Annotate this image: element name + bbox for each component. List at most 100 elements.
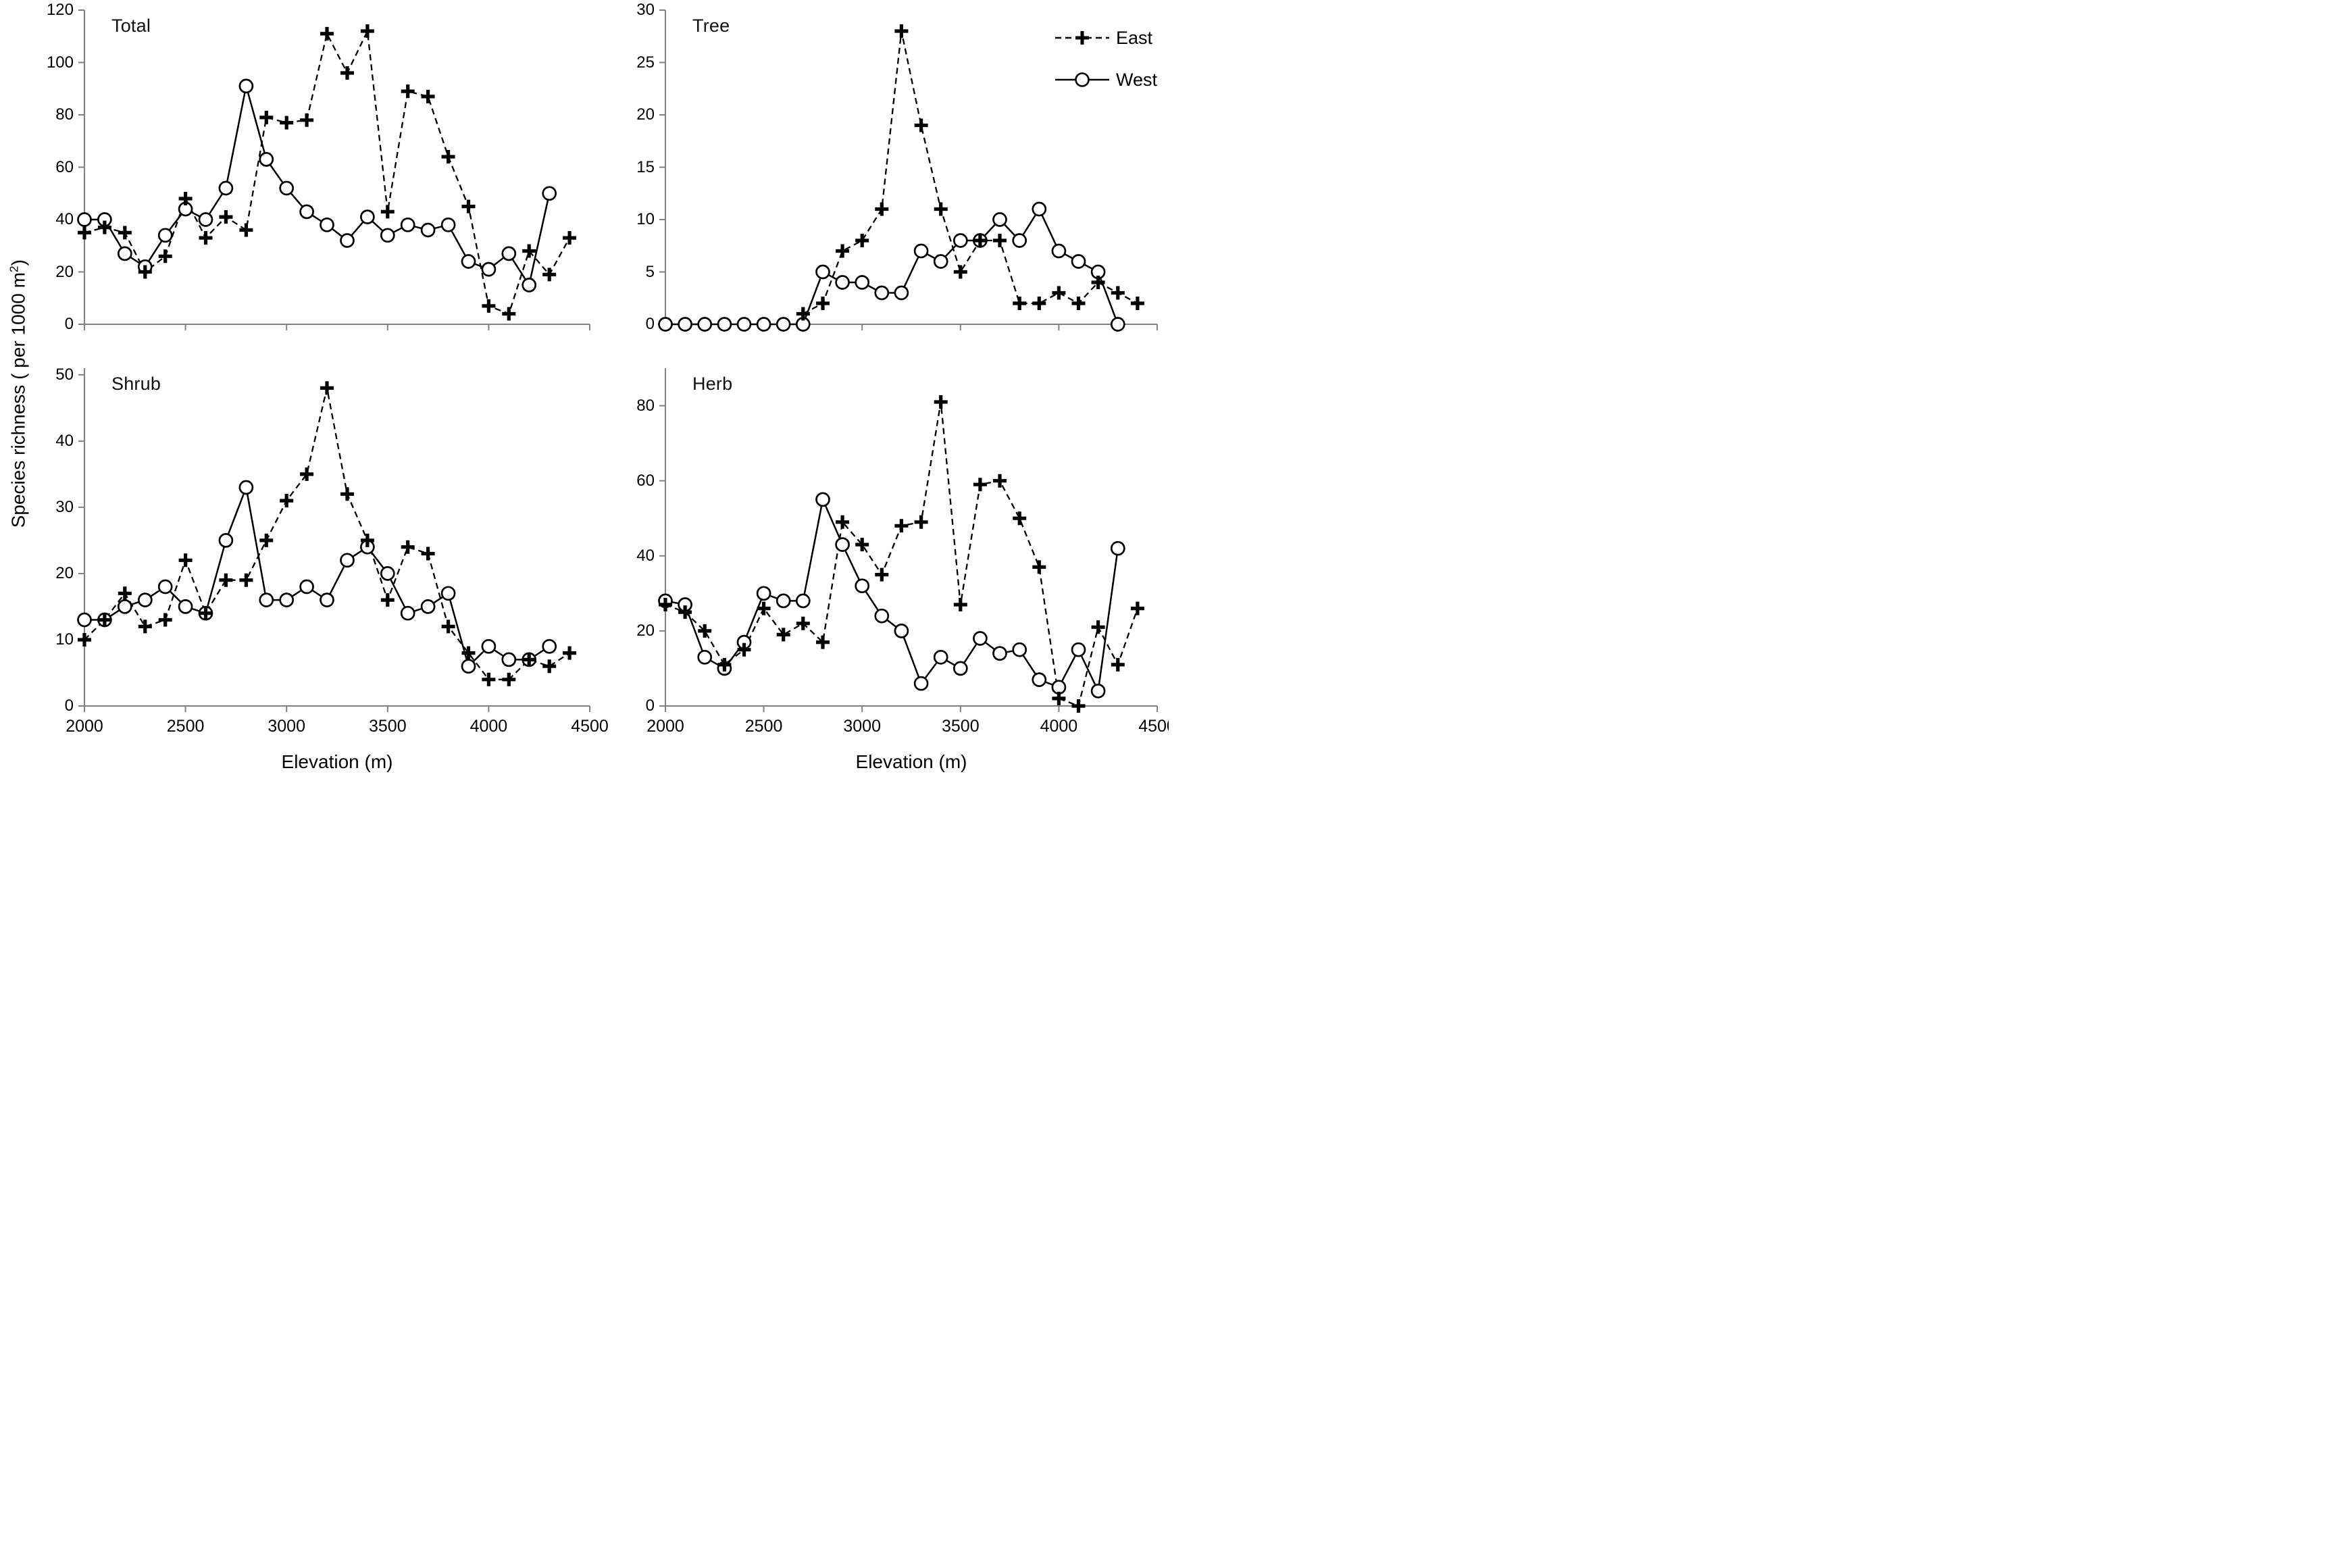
circle-marker-icon	[894, 624, 909, 638]
y-tick-label: 40	[55, 210, 74, 228]
circle-marker-icon	[992, 646, 1007, 661]
x-tick-label: 3000	[268, 717, 305, 736]
x-tick-label: 2500	[744, 717, 783, 736]
legend-east-line-sample	[1055, 31, 1109, 45]
circle-marker-icon	[697, 649, 713, 665]
y-tick-label: 80	[55, 105, 74, 124]
circle-marker-icon	[658, 317, 673, 332]
circle-marker-icon	[198, 212, 213, 227]
y-tick-label: 15	[636, 157, 655, 176]
x-tick-label: 4000	[469, 717, 508, 736]
circle-marker-icon	[874, 285, 890, 301]
legend-west-line-sample	[1055, 72, 1109, 87]
circle-marker-icon	[279, 592, 295, 607]
circle-marker-icon	[1012, 233, 1027, 248]
circle-marker-icon	[380, 566, 395, 581]
plot-area-shrub	[77, 368, 590, 712]
y-tick-label: 40	[55, 431, 74, 450]
circle-marker-icon	[953, 233, 968, 248]
circle-marker-icon	[736, 317, 752, 332]
circle-marker-icon	[855, 275, 870, 290]
y-tick-label: 120	[46, 1, 74, 19]
circle-marker-icon	[835, 275, 850, 290]
plus-marker-icon	[78, 381, 577, 686]
series-line-east	[665, 401, 1138, 707]
panel-total: Total 0 20 40 60 80 100 120	[47, 1, 590, 333]
circle-marker-icon	[894, 285, 909, 301]
legend-label-west: West	[1115, 69, 1157, 90]
circle-marker-icon	[756, 586, 771, 601]
y-tick-label: 30	[55, 497, 74, 516]
circle-marker-icon	[299, 204, 314, 220]
panel-title-herb: Herb	[692, 374, 733, 394]
circle-marker-icon	[320, 217, 334, 232]
circle-marker-icon	[1051, 680, 1067, 695]
circle-marker-icon	[178, 599, 193, 614]
circle-marker-icon	[542, 186, 557, 201]
y-tick-label: 25	[636, 53, 655, 72]
circle-marker-icon	[1032, 672, 1047, 687]
y-tick-label: 20	[55, 563, 74, 582]
circle-marker-icon	[678, 317, 692, 332]
circle-marker-icon	[420, 222, 436, 238]
circle-marker-icon	[522, 278, 537, 293]
series-line-west	[665, 497, 1119, 694]
y-tick-label: 30	[636, 1, 655, 19]
x-tick-label: 4500	[571, 717, 609, 736]
circle-marker-icon	[815, 492, 830, 507]
x-tick-label: 2000	[646, 717, 684, 736]
plot-area-tree	[658, 9, 1158, 332]
circle-marker-icon	[717, 317, 732, 332]
legend-label-east: East	[1115, 27, 1153, 48]
legend: East West	[1055, 17, 1157, 101]
circle-marker-icon	[1110, 317, 1125, 332]
circle-marker-icon	[461, 659, 476, 674]
x-tick-label: 2000	[66, 717, 103, 736]
y-tick-label: 5	[645, 262, 655, 281]
legend-row-west: West	[1055, 59, 1157, 101]
circle-marker-icon	[218, 533, 234, 548]
circle-marker-icon	[1110, 540, 1125, 556]
circle-marker-icon	[1051, 243, 1067, 259]
plus-marker-icon	[1075, 31, 1089, 45]
series-line-west	[665, 207, 1119, 326]
circle-marker-icon	[380, 228, 395, 243]
circle-marker-icon	[340, 233, 355, 248]
series-line-west	[84, 86, 551, 288]
circle-marker-icon	[815, 264, 830, 280]
panel-tree: Tree East West 0 5 10 15 20 25 30	[636, 1, 1158, 333]
circle-marker-icon	[440, 586, 456, 601]
circle-marker-icon	[238, 480, 254, 495]
circle-marker-icon	[992, 212, 1007, 227]
circle-marker-icon	[776, 593, 791, 609]
circle-marker-icon	[501, 652, 517, 667]
series-line-east	[84, 388, 570, 680]
circle-marker-icon	[1071, 254, 1086, 269]
circle-marker-icon	[1075, 72, 1090, 87]
circle-marker-icon	[279, 180, 295, 196]
y-tick-label: 40	[636, 546, 655, 565]
circle-marker-icon	[137, 592, 153, 607]
y-tick-label: 60	[636, 471, 655, 490]
circle-marker-icon	[299, 579, 314, 595]
circle-marker-icon	[795, 593, 811, 609]
plus-marker-icon	[78, 24, 577, 321]
y-tick-label: 0	[645, 315, 655, 333]
circle-marker-icon	[776, 317, 791, 332]
circle-marker-icon	[481, 638, 497, 654]
y-tick-label: 80	[636, 396, 655, 415]
x-tick-label: 3000	[843, 717, 881, 736]
x-tick-label: 3500	[368, 717, 407, 736]
circle-marker-icon	[157, 579, 173, 595]
circle-marker-icon	[1071, 642, 1086, 657]
circle-marker-icon	[855, 578, 870, 594]
circle-marker-icon	[360, 209, 375, 224]
circle-marker-icon	[1090, 683, 1106, 699]
circle-marker-icon	[238, 78, 254, 94]
legend-row-east: East	[1055, 17, 1157, 59]
panel-title-shrub: Shrub	[111, 374, 161, 394]
circle-marker-icon	[440, 217, 456, 232]
x-axis-title-left: Elevation (m)	[281, 751, 393, 772]
y-tick-label: 20	[636, 105, 655, 124]
circle-marker-icon	[542, 638, 557, 654]
